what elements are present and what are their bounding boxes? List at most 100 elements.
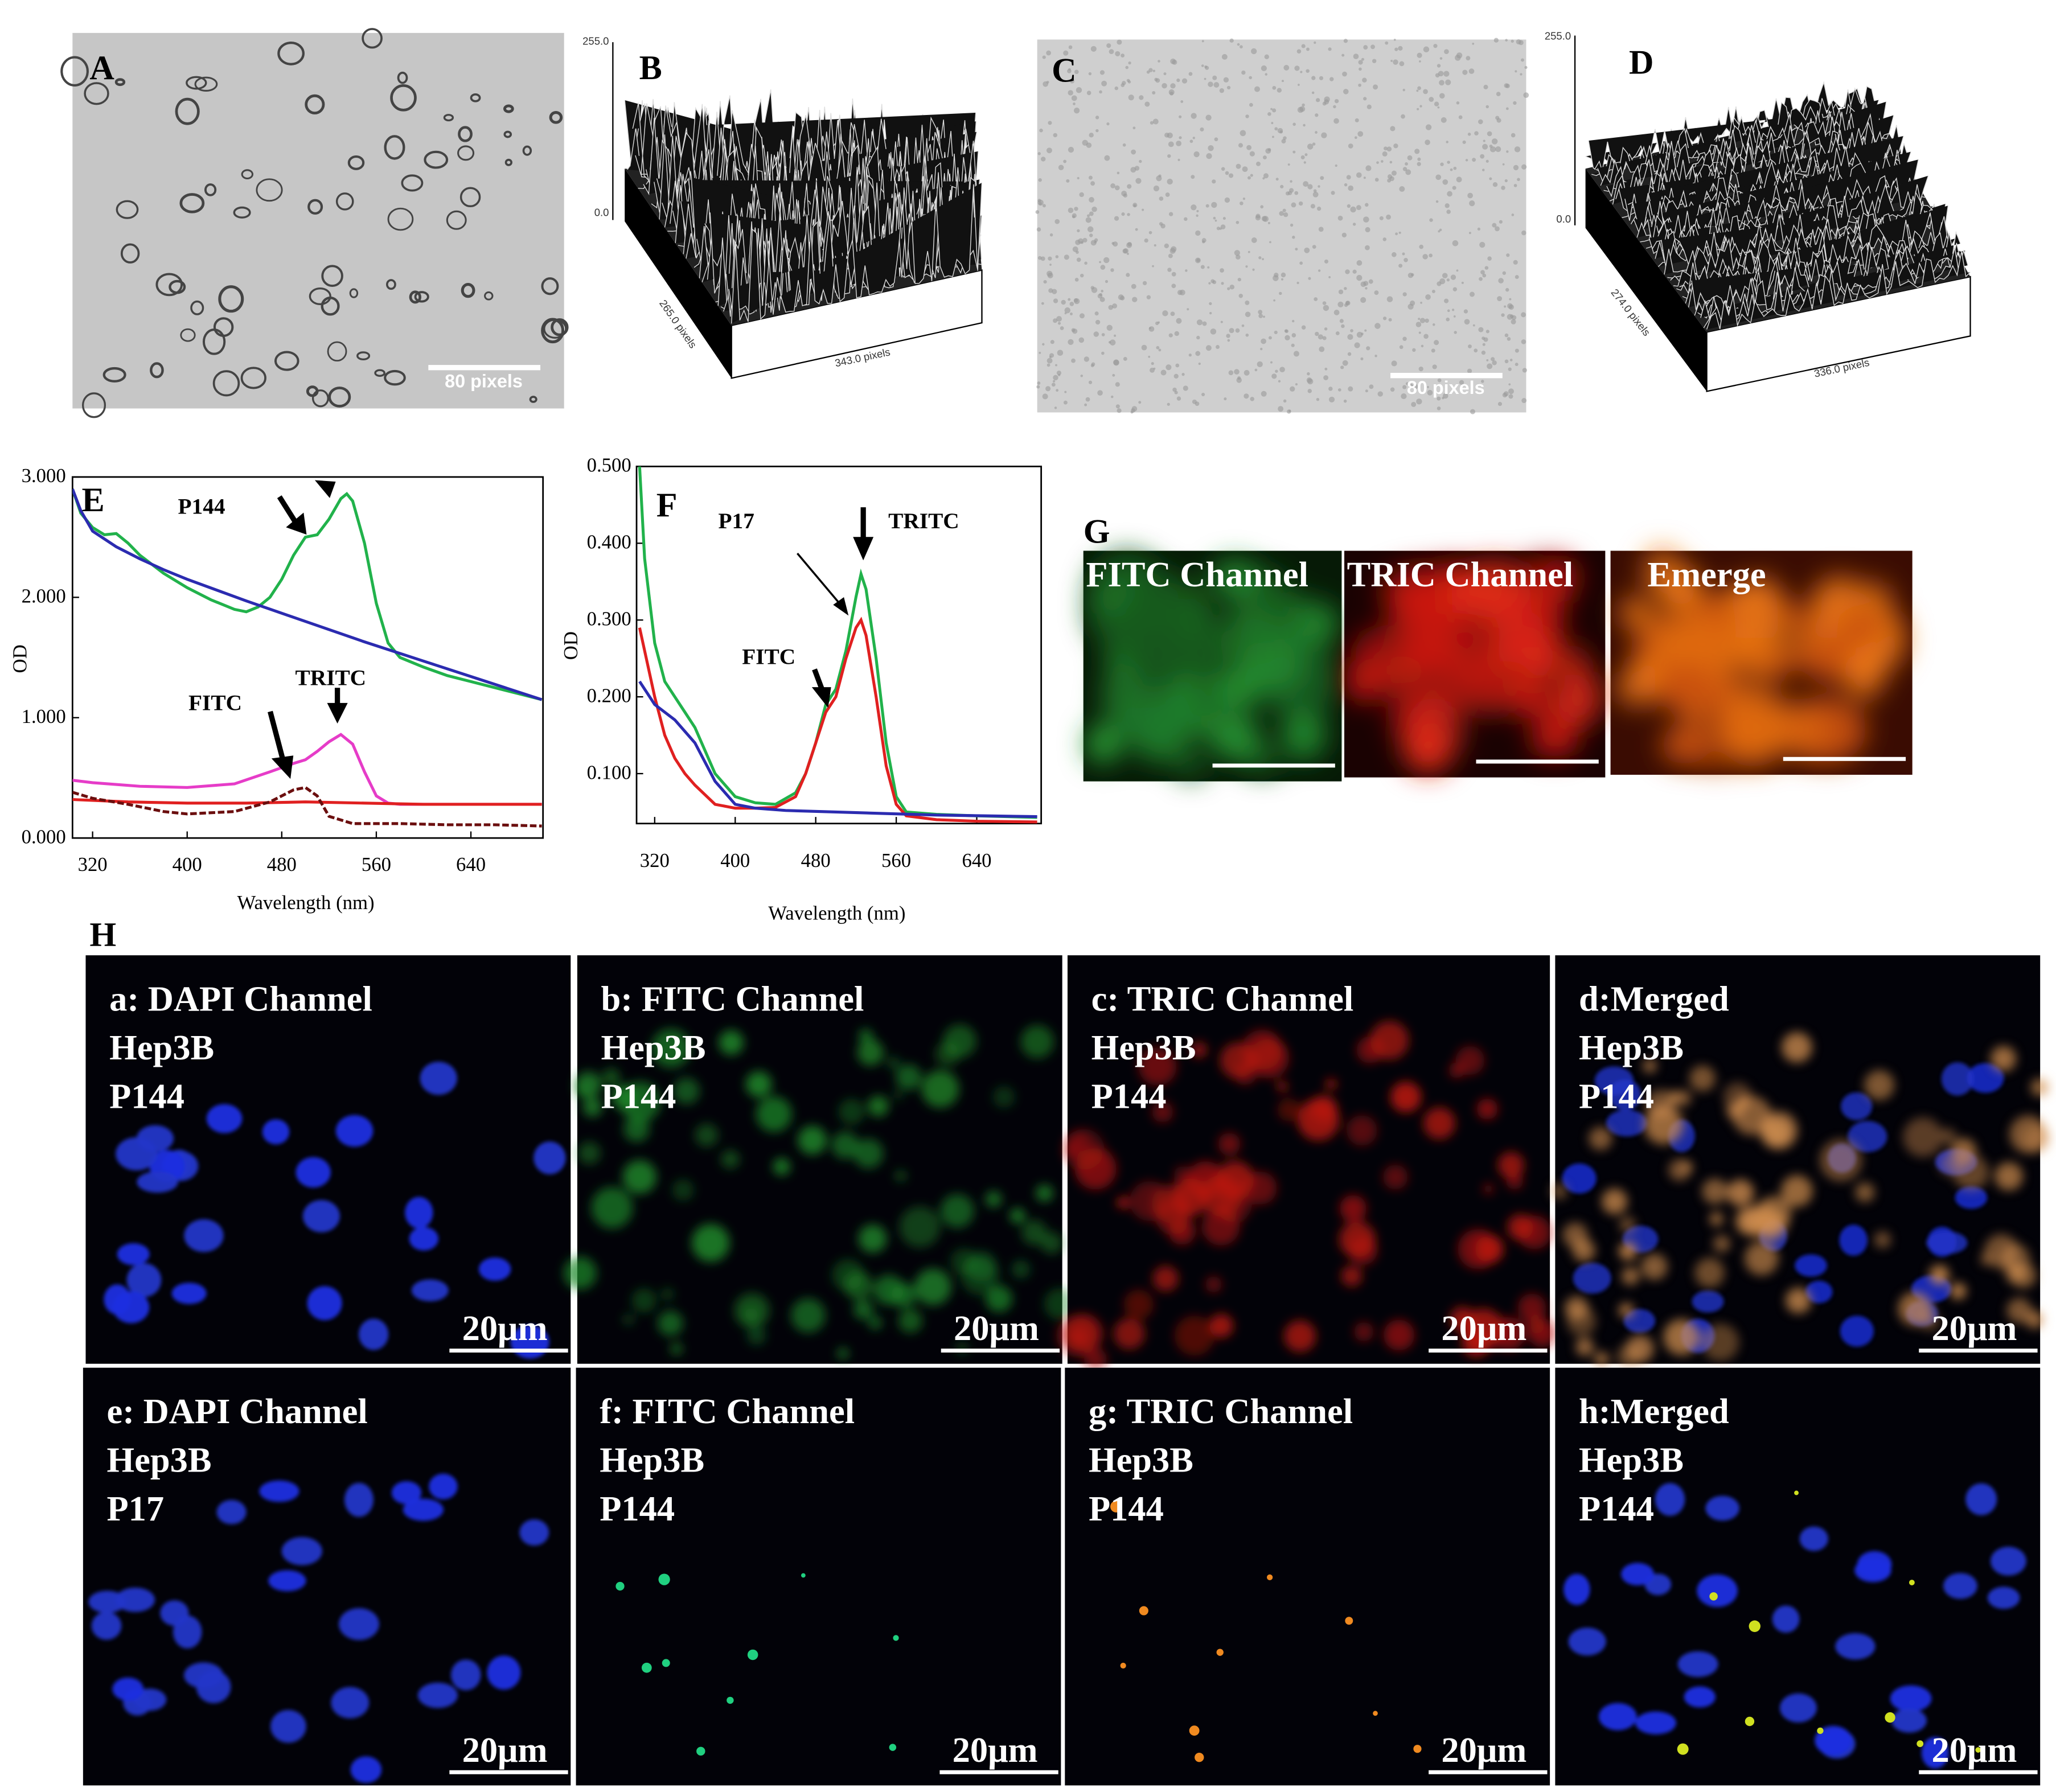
blob (1713, 1235, 1731, 1252)
grain (1165, 192, 1170, 197)
grain (1417, 162, 1421, 166)
grain (1272, 85, 1277, 90)
grain (1465, 159, 1468, 162)
blob (1174, 1316, 1215, 1356)
grain (1421, 344, 1424, 348)
grain (1447, 191, 1452, 197)
particle (202, 328, 226, 355)
grain (1491, 357, 1495, 361)
y-tick-label: 0.100 (587, 761, 631, 783)
grain (1521, 398, 1527, 403)
panel-line: Hep3B (107, 1440, 212, 1480)
blob (1201, 1175, 1243, 1217)
grain (1301, 44, 1306, 48)
grain (1342, 360, 1348, 366)
grain (1324, 259, 1329, 264)
nucleus (331, 1687, 370, 1719)
grain (1078, 337, 1085, 343)
grain (1398, 46, 1403, 51)
grain (1314, 297, 1318, 301)
blob (1110, 593, 1188, 678)
grain (1329, 77, 1334, 81)
particle (458, 126, 473, 142)
grain (1352, 269, 1357, 274)
grain (1176, 141, 1182, 146)
spot (1677, 1743, 1689, 1755)
grain (1262, 177, 1265, 180)
grain (1493, 38, 1499, 43)
blob (1647, 600, 1725, 689)
grain (1222, 217, 1226, 220)
grain (1411, 401, 1417, 407)
nucleus (417, 1682, 458, 1708)
spot (1709, 1592, 1718, 1601)
grain (1220, 224, 1226, 229)
surface-line (1706, 251, 1971, 330)
grain (1452, 186, 1456, 190)
grain (1049, 233, 1053, 237)
x-tick-label: 320 (78, 853, 108, 876)
blob (1618, 1302, 1634, 1318)
grain (1170, 311, 1175, 317)
grain (1211, 202, 1217, 208)
grain (1344, 183, 1348, 187)
x-tick-label: 640 (962, 849, 991, 872)
grain (1348, 143, 1353, 149)
grain (1453, 315, 1456, 318)
grain (1127, 253, 1129, 255)
particle (446, 210, 467, 230)
grain (1447, 161, 1450, 164)
grain (1094, 238, 1098, 242)
grain (1146, 295, 1151, 299)
blob (1277, 1098, 1301, 1122)
grain (1174, 331, 1180, 336)
grain (1099, 293, 1102, 297)
grain (1105, 280, 1109, 283)
blob (921, 1070, 959, 1108)
grain (1363, 176, 1366, 179)
grain (1054, 406, 1057, 409)
grain (1201, 238, 1206, 243)
grain (1324, 327, 1328, 331)
grain (1135, 228, 1138, 231)
grain (1073, 108, 1080, 114)
particle (309, 287, 331, 306)
particle (155, 273, 183, 297)
grain (1261, 391, 1267, 397)
blob (631, 1288, 656, 1313)
grain (1245, 265, 1248, 268)
blob (1450, 660, 1490, 689)
blob (576, 1086, 588, 1098)
grain (1363, 216, 1369, 223)
nucleus (206, 1104, 243, 1133)
particle (349, 288, 359, 298)
grain (1302, 103, 1305, 107)
grain (1434, 101, 1439, 106)
panel-line: P144 (109, 1076, 184, 1116)
grain (1039, 202, 1042, 205)
blob (853, 1139, 884, 1169)
grain (1191, 113, 1197, 119)
panel-title: a: DAPI Channel (109, 979, 372, 1018)
grain (1271, 122, 1274, 125)
blob (2009, 1115, 2047, 1153)
grain (1269, 241, 1271, 244)
grain (1242, 166, 1248, 172)
grain (1236, 254, 1241, 260)
grain (1184, 217, 1188, 221)
grain (1287, 163, 1290, 166)
grain (1323, 375, 1329, 380)
surface-line (1691, 232, 1959, 310)
grain (1357, 131, 1364, 137)
grain (1340, 365, 1344, 369)
grain (1373, 84, 1378, 90)
nucleus (281, 1537, 322, 1565)
grain (1295, 248, 1298, 251)
particle (384, 135, 405, 160)
blob (1242, 1029, 1283, 1070)
blob (940, 1194, 974, 1228)
grain (1308, 277, 1311, 280)
grain (1481, 350, 1486, 355)
grain (1192, 137, 1195, 139)
particle (347, 155, 365, 170)
